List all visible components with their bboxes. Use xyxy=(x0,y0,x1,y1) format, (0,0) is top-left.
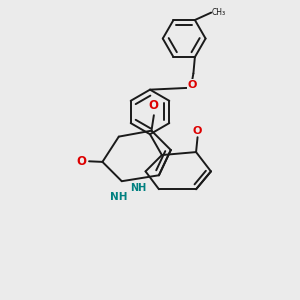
Text: O: O xyxy=(187,80,196,90)
Text: NH: NH xyxy=(110,192,128,202)
Text: NH: NH xyxy=(130,183,146,193)
Text: CH₃: CH₃ xyxy=(212,8,226,17)
Text: O: O xyxy=(149,99,159,112)
Text: O: O xyxy=(193,126,202,136)
Text: O: O xyxy=(76,155,86,168)
